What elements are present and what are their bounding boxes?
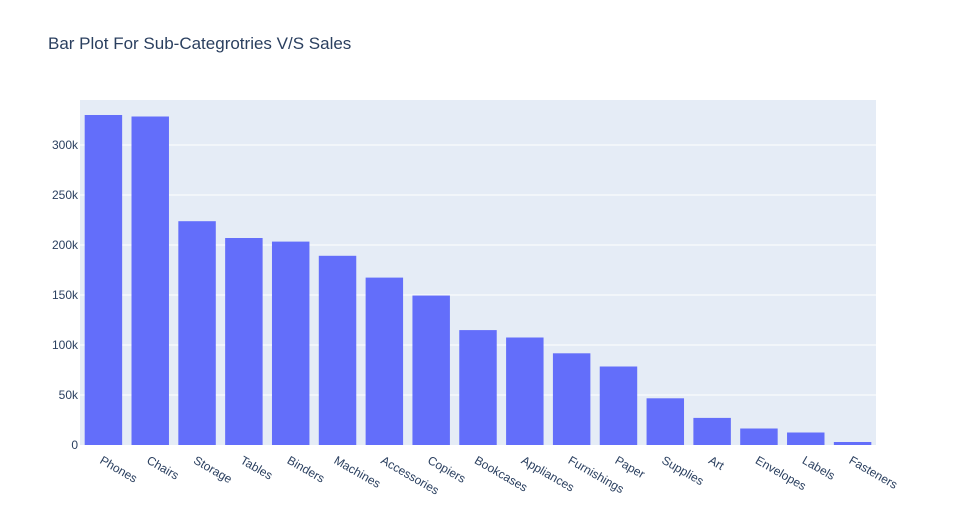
y-tick-label: 100k xyxy=(52,338,79,352)
x-axis-ticks: Phones Chairs Storage Tables Binders Machines… xyxy=(98,453,900,497)
bar-machines[interactable] xyxy=(318,255,357,445)
x-tick-label: Paper xyxy=(613,453,648,481)
x-tick-label: Binders xyxy=(285,453,327,485)
y-tick-label: 250k xyxy=(52,188,79,202)
y-tick-label: 200k xyxy=(52,238,79,252)
x-tick-label: Machines xyxy=(332,453,383,491)
x-tick-label: Supplies xyxy=(659,453,706,488)
bar-supplies[interactable] xyxy=(646,398,685,445)
y-tick-label: 150k xyxy=(52,288,79,302)
bar-paper[interactable] xyxy=(599,366,638,446)
x-tick-label: Chairs xyxy=(144,453,181,482)
bar-tables[interactable] xyxy=(225,238,263,445)
x-tick-label: Storage xyxy=(191,453,235,486)
bar-accessories[interactable] xyxy=(365,277,404,445)
x-tick-label: Art xyxy=(706,453,727,473)
bar-furnishings[interactable] xyxy=(552,353,591,445)
bar-bookcases[interactable] xyxy=(459,330,497,445)
bar-chairs[interactable] xyxy=(131,116,169,446)
bar-copiers[interactable] xyxy=(412,295,450,446)
bar-labels[interactable] xyxy=(787,432,825,446)
bar-envelopes[interactable] xyxy=(740,428,778,446)
y-tick-label: 50k xyxy=(59,388,79,402)
bars xyxy=(84,115,872,446)
x-tick-label: Fasteners xyxy=(847,453,900,492)
y-tick-label: 300k xyxy=(52,138,79,152)
y-tick-label: 0 xyxy=(71,438,78,452)
x-tick-label: Tables xyxy=(238,453,275,482)
y-axis-ticks: 0 50k 100k 150k 200k 250k 300k xyxy=(52,138,79,452)
bar-art[interactable] xyxy=(693,417,731,445)
x-tick-label: Envelopes xyxy=(753,453,809,493)
bar-appliances[interactable] xyxy=(506,337,544,446)
chart-title: Bar Plot For Sub-Categrotries V/S Sales xyxy=(48,34,352,53)
x-tick-label: Phones xyxy=(98,453,140,485)
bar-phones[interactable] xyxy=(84,115,123,445)
bar-fasteners[interactable] xyxy=(833,442,872,445)
bar-binders[interactable] xyxy=(271,241,310,445)
bar-storage[interactable] xyxy=(178,221,216,445)
